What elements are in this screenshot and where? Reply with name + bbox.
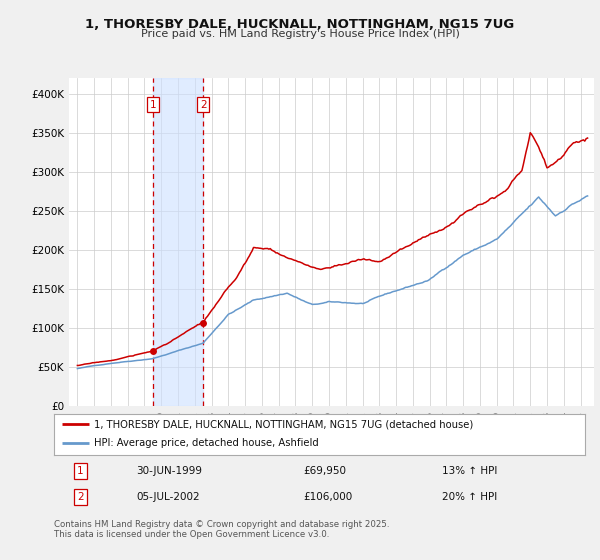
Text: £106,000: £106,000 (304, 492, 353, 502)
Text: £69,950: £69,950 (304, 466, 347, 475)
Bar (153, 78, 203, 406)
Text: HPI: Average price, detached house, Ashfield: HPI: Average price, detached house, Ashf… (94, 438, 319, 449)
Text: 2: 2 (77, 492, 84, 502)
Text: Price paid vs. HM Land Registry's House Price Index (HPI): Price paid vs. HM Land Registry's House … (140, 29, 460, 39)
Text: 1: 1 (77, 466, 84, 475)
Text: 1, THORESBY DALE, HUCKNALL, NOTTINGHAM, NG15 7UG (detached house): 1, THORESBY DALE, HUCKNALL, NOTTINGHAM, … (94, 419, 473, 430)
Text: 13% ↑ HPI: 13% ↑ HPI (442, 466, 497, 475)
Text: 1: 1 (149, 100, 156, 110)
Text: 30-JUN-1999: 30-JUN-1999 (136, 466, 202, 475)
Text: 20% ↑ HPI: 20% ↑ HPI (442, 492, 497, 502)
Text: 1, THORESBY DALE, HUCKNALL, NOTTINGHAM, NG15 7UG: 1, THORESBY DALE, HUCKNALL, NOTTINGHAM, … (85, 18, 515, 31)
Text: 2: 2 (200, 100, 206, 110)
Text: Contains HM Land Registry data © Crown copyright and database right 2025.
This d: Contains HM Land Registry data © Crown c… (54, 520, 389, 539)
Text: 05-JUL-2002: 05-JUL-2002 (136, 492, 200, 502)
